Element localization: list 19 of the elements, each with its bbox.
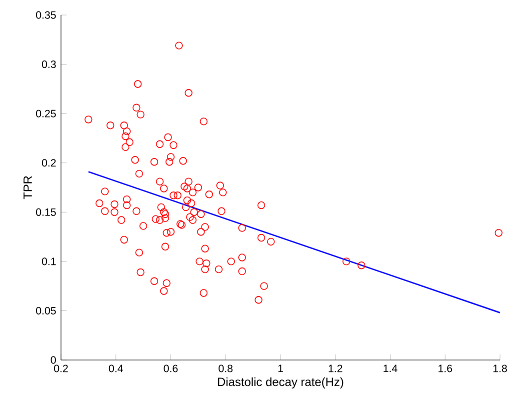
y-axis-title: TPR [24,176,32,200]
x-tick-label: 0.8 [218,364,233,372]
y-tick-label: 0.25 [36,110,56,118]
x-axis-title: Diastolic decay rate(Hz) [218,377,344,388]
y-tick-label: 0.35 [36,11,56,19]
x-tick-label: 1.4 [384,364,398,372]
x-tick-label: 0.6 [164,364,178,372]
y-tick-label: 0.1 [42,258,56,266]
y-tick-label: 0.05 [36,306,56,314]
x-tick-label: 1.2 [328,364,342,372]
x-tick-label: 0.2 [54,364,68,372]
y-tick-label: 0.2 [42,159,56,167]
x-tick-label: 0.4 [108,364,123,372]
x-tick-label: 1.6 [438,364,452,372]
y-tick-label: 0.15 [36,208,56,216]
x-tick-label: 1 [278,364,283,372]
y-tick-label: 0 [50,356,56,364]
y-tick-label: 0.3 [42,60,56,68]
x-tick-label: 1.8 [493,364,507,372]
